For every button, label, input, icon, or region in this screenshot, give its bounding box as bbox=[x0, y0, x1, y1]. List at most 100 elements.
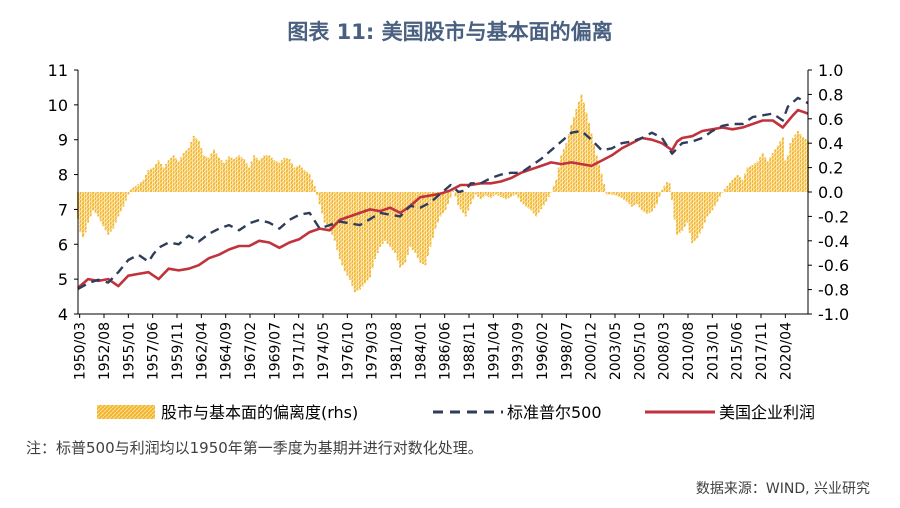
deviation-bar bbox=[187, 148, 190, 192]
deviation-bar bbox=[477, 192, 480, 197]
deviation-bar bbox=[698, 192, 701, 234]
deviation-bar bbox=[112, 192, 115, 229]
deviation-bar bbox=[348, 192, 351, 280]
deviation-bar bbox=[275, 161, 278, 192]
profit-line bbox=[77, 108, 809, 289]
deviation-bar bbox=[150, 168, 152, 192]
deviation-bar bbox=[628, 192, 631, 205]
deviation-bar bbox=[253, 155, 256, 192]
deviation-bar bbox=[467, 192, 470, 211]
x-tick-label: 1988/11 bbox=[462, 322, 478, 380]
deviation-bar bbox=[600, 173, 603, 192]
deviation-bar bbox=[701, 192, 704, 229]
left-tick-label: 8 bbox=[58, 166, 68, 185]
deviation-bar bbox=[449, 192, 452, 199]
x-tick-label: 2005/10 bbox=[632, 322, 648, 380]
deviation-bar bbox=[731, 179, 734, 192]
deviation-bar bbox=[696, 192, 699, 239]
deviation-bar bbox=[502, 192, 505, 199]
left-tick-label: 10 bbox=[48, 96, 68, 115]
deviation-bar bbox=[371, 192, 374, 269]
deviation-bar bbox=[673, 192, 676, 220]
deviation-bar bbox=[142, 179, 145, 192]
deviation-bar bbox=[608, 192, 611, 195]
deviation-bar bbox=[547, 192, 550, 197]
deviation-bar bbox=[172, 155, 175, 192]
deviation-bar bbox=[565, 143, 568, 192]
deviation-bar bbox=[756, 161, 759, 192]
deviation-bar bbox=[582, 102, 585, 192]
deviation-bar bbox=[89, 192, 92, 217]
deviation-bar bbox=[124, 192, 127, 201]
deviation-bar bbox=[635, 192, 638, 205]
deviation-bar bbox=[165, 163, 168, 192]
deviation-bar bbox=[776, 145, 779, 192]
deviation-bar bbox=[84, 192, 87, 233]
deviation-bar bbox=[620, 192, 623, 199]
deviation-bar bbox=[192, 135, 195, 192]
x-tick-label: 1974/05 bbox=[316, 322, 332, 380]
deviation-bar bbox=[225, 159, 228, 192]
deviation-bar bbox=[711, 192, 714, 211]
deviation-bar bbox=[170, 157, 173, 192]
deviation-bar bbox=[303, 170, 306, 192]
deviation-bar bbox=[552, 185, 555, 192]
deviation-bar bbox=[751, 165, 754, 192]
deviation-bar bbox=[94, 192, 97, 214]
deviation-bar bbox=[754, 163, 757, 192]
deviation-bar bbox=[235, 157, 238, 192]
deviation-bar bbox=[202, 155, 205, 192]
deviation-bar bbox=[560, 155, 563, 192]
deviation-bar bbox=[245, 163, 248, 192]
deviation-bar bbox=[736, 174, 739, 192]
deviation-bar bbox=[653, 192, 656, 208]
deviation-bar bbox=[462, 192, 465, 213]
deviation-bar bbox=[728, 182, 731, 192]
deviation-bar bbox=[215, 153, 218, 192]
deviation-bar bbox=[643, 192, 646, 213]
deviation-bar bbox=[394, 192, 397, 253]
deviation-bar bbox=[316, 192, 319, 196]
deviation-bar bbox=[555, 179, 558, 192]
deviation-bar bbox=[416, 192, 419, 258]
x-tick-label: 1962/04 bbox=[194, 322, 210, 380]
deviation-bar bbox=[404, 192, 407, 263]
deviation-bar bbox=[447, 192, 450, 205]
deviation-bar bbox=[331, 192, 334, 235]
deviation-bar bbox=[280, 160, 283, 192]
bar-series bbox=[77, 94, 809, 293]
deviation-bar bbox=[487, 192, 490, 197]
deviation-bar bbox=[474, 192, 477, 195]
deviation-bar bbox=[603, 184, 606, 192]
deviation-bar bbox=[540, 192, 543, 210]
deviation-bar bbox=[489, 192, 492, 199]
deviation-bar bbox=[195, 138, 198, 192]
deviation-bar bbox=[550, 192, 553, 193]
legend-profit-label: 美国企业利润 bbox=[719, 403, 815, 422]
deviation-bar bbox=[358, 192, 361, 290]
deviation-bar bbox=[525, 192, 528, 207]
x-tick-label: 1955/01 bbox=[121, 322, 137, 380]
deviation-bar bbox=[102, 192, 105, 227]
deviation-bar bbox=[615, 192, 618, 196]
deviation-bar bbox=[799, 134, 802, 192]
deviation-bar bbox=[119, 192, 122, 212]
deviation-bar bbox=[610, 192, 613, 195]
deviation-bar bbox=[741, 179, 744, 192]
deviation-bar bbox=[454, 192, 457, 197]
deviation-bar bbox=[482, 192, 485, 198]
deviation-bar bbox=[479, 192, 482, 200]
deviation-bar bbox=[520, 192, 523, 202]
deviation-bar bbox=[134, 186, 137, 192]
deviation-bar bbox=[207, 157, 210, 192]
deviation-bar bbox=[464, 192, 467, 217]
deviation-bar bbox=[744, 173, 747, 192]
right-tick-label: 0.6 bbox=[818, 110, 843, 129]
deviation-bar bbox=[499, 192, 502, 197]
x-tick-label: 1959/11 bbox=[170, 322, 186, 380]
deviation-bar bbox=[268, 155, 271, 192]
chart-title: 图表 11: 美国股市与基本面的偏离 bbox=[287, 20, 613, 44]
deviation-bar bbox=[585, 112, 588, 192]
deviation-bar bbox=[459, 192, 462, 210]
deviation-bar bbox=[341, 192, 344, 266]
